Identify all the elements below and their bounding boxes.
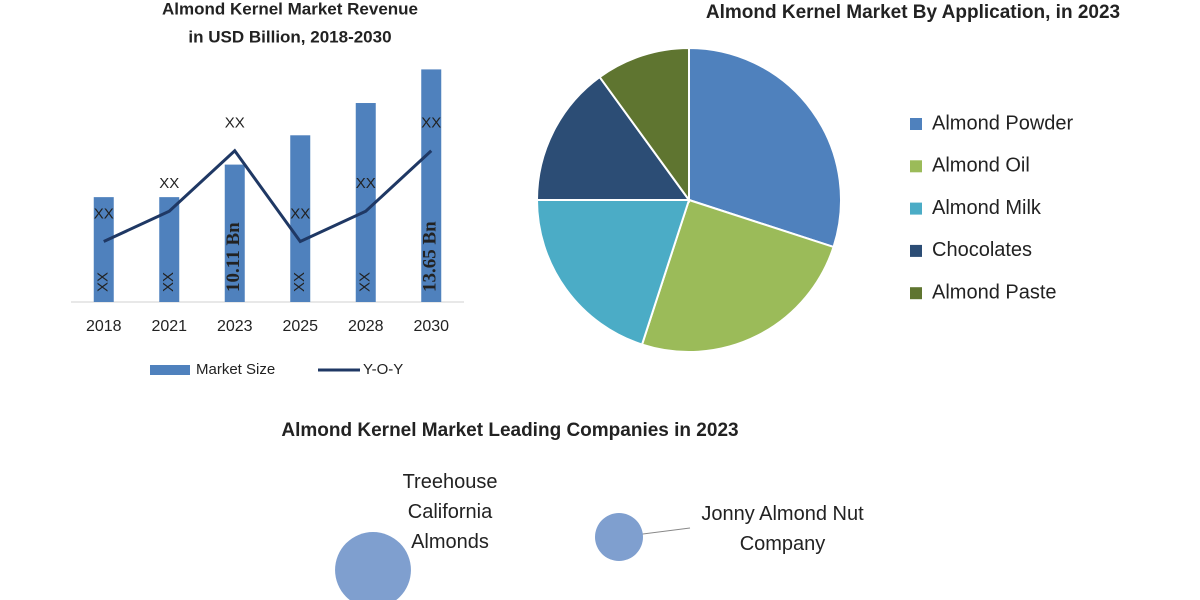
bubble-label: Treehouse California Almonds	[402, 471, 498, 553]
pie-slice	[535, 199, 691, 346]
bar	[421, 69, 442, 303]
legend-swatch	[910, 118, 922, 130]
bar	[224, 164, 245, 302]
x-tick-label: 2023	[217, 318, 253, 335]
line-value-label: XX	[94, 205, 114, 222]
bar-value-label: 13.65 Bn	[420, 221, 441, 292]
bubble	[595, 513, 643, 561]
pie-slice	[640, 198, 835, 353]
pie-slice	[688, 46, 842, 249]
x-tick-label: 2018	[86, 318, 122, 335]
x-tick-label: 2025	[282, 318, 318, 335]
legend-label: Almond Milk	[932, 197, 1042, 219]
bubble	[335, 532, 411, 600]
bar	[290, 135, 311, 302]
legend-swatch	[910, 244, 922, 257]
bar-value-label: XX	[160, 272, 177, 292]
line-value-label: XX	[356, 175, 376, 192]
legend-label: Y-O-Y	[363, 361, 403, 378]
line-value-label: XX	[421, 115, 441, 132]
line-value-label: XX	[159, 175, 179, 192]
chart-title: Almond Kernel Market By Application, in …	[706, 2, 1120, 23]
legend-swatch	[910, 160, 922, 173]
legend-label: Market Size	[196, 361, 275, 378]
chart-title: Almond Kernel Market Leading Companies i…	[281, 420, 738, 441]
chart-title: Almond Kernel Market Revenue	[162, 0, 418, 18]
x-tick-label: 2030	[413, 318, 449, 335]
bar-value-label: XX	[357, 272, 374, 292]
bar	[159, 197, 180, 302]
bar-value-label: XX	[291, 272, 308, 292]
bar	[355, 103, 376, 303]
bar-value-label: 10.11 Bn	[223, 222, 244, 292]
chart-title: in USD Billion, 2018-2030	[188, 27, 391, 46]
line-value-label: XX	[225, 115, 245, 132]
legend-label: Chocolates	[932, 239, 1032, 261]
legend-swatch	[910, 287, 922, 300]
legend-swatch	[150, 365, 190, 375]
legend-label: Almond Paste	[932, 281, 1057, 303]
line-value-label: XX	[290, 205, 310, 222]
bar-value-label: XX	[95, 272, 112, 292]
pie-slice	[598, 46, 690, 204]
x-tick-label: 2021	[151, 318, 187, 335]
bar	[93, 197, 114, 302]
bubble-label: Jonny Almond Nut Company	[701, 503, 864, 555]
legend-label: Almond Oil	[932, 155, 1030, 177]
x-tick-label: 2028	[348, 318, 384, 335]
pie-slice	[535, 75, 691, 201]
line	[103, 148, 433, 244]
legend-swatch	[910, 202, 922, 215]
legend-label: Almond Powder	[932, 112, 1074, 134]
